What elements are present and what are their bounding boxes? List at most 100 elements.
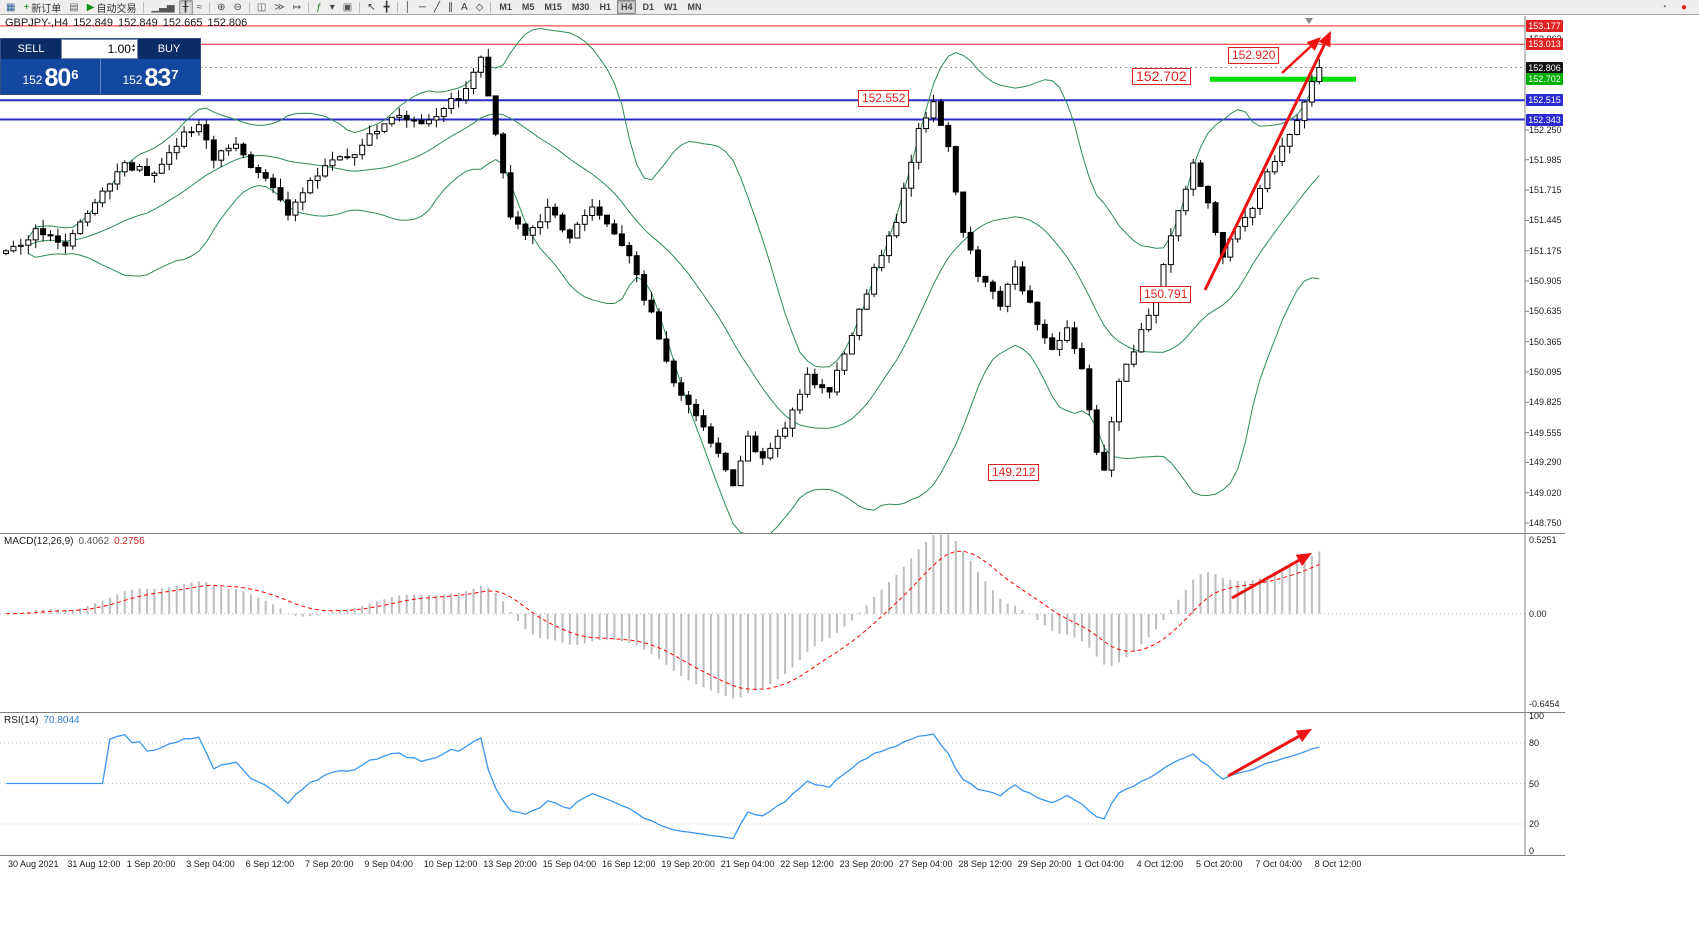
macd-signal-value: 0.2756	[114, 536, 145, 547]
new-order-button-icon: +	[23, 1, 30, 13]
macd-indicator-label: MACD(12,26,9) 0.4062 0.2756	[4, 536, 145, 547]
toolbar: ▦ + 新订单 ▤ ▶ 自动交易 ▁▃▅ ╂ ≈ ⊕ ⊖ ◫ ≫ ↦ ƒ ▾ ▣ ↖ ╋ │ ─ ╱ ∥ A ◇ M1 M5 M15 M…	[0, 0, 1699, 15]
time-label: 7 Sep 20:00	[305, 859, 354, 869]
trendline-button[interactable]: ╱	[430, 0, 444, 15]
rsi-value: 70.8044	[43, 715, 80, 726]
line-chart-button[interactable]: ≈	[193, 0, 207, 15]
price-tick: 149.555	[1529, 427, 1562, 438]
periods-button[interactable]: ▾	[326, 0, 339, 15]
price-tick: 151.445	[1529, 215, 1562, 226]
price-tick: 151.715	[1529, 185, 1562, 196]
main-chart-pane[interactable]	[0, 16, 1565, 533]
time-label: 22 Sep 12:00	[780, 859, 834, 869]
text-label-button[interactable]: A	[457, 0, 472, 15]
zoom-out-button[interactable]: ⊖	[229, 0, 245, 15]
time-label: 1 Sep 20:00	[126, 859, 176, 869]
rsi-pane[interactable]	[0, 712, 1565, 855]
new-chart-button[interactable]: ▦	[2, 0, 19, 15]
auto-scroll-button-icon: ≫	[274, 1, 285, 13]
macd-chart[interactable]	[0, 533, 1565, 712]
tile-windows-button[interactable]: ◫	[253, 0, 270, 15]
lot-size-field[interactable]: 1.00 ▴ ▾	[61, 39, 138, 59]
templates-button[interactable]: ▣	[339, 0, 356, 15]
auto-scroll-button[interactable]: ≫	[270, 0, 288, 15]
time-label: 15 Sep 04:00	[542, 859, 597, 869]
equidistant-channel-button-icon: ∥	[448, 1, 453, 13]
timeframe-w1-button[interactable]: W1	[663, 2, 678, 12]
timeframe-m1-button[interactable]: M1	[499, 2, 512, 12]
buy-price[interactable]: 152 83 7	[100, 59, 200, 94]
notifications-button[interactable]: ●	[1680, 1, 1687, 13]
price-callout: 152.920	[1228, 47, 1280, 64]
rsi-scale-label: 20	[1529, 819, 1540, 829]
price-tick: 150.635	[1529, 306, 1562, 317]
timeframe-mn-button[interactable]: MN	[687, 2, 702, 12]
time-label: 28 Sep 12:00	[958, 859, 1012, 869]
time-label: 16 Sep 12:00	[602, 859, 656, 869]
timeframe-m30-button[interactable]: M30	[571, 2, 590, 12]
sell-price[interactable]: 152 80 6	[1, 59, 100, 94]
lot-down-icon[interactable]: ▾	[131, 48, 135, 54]
zoom-in-button[interactable]: ⊕	[213, 0, 229, 15]
time-label: 7 Oct 04:00	[1255, 859, 1302, 869]
indicators-button[interactable]: ƒ	[312, 0, 326, 15]
timeframe-h1-button[interactable]: H1	[599, 2, 611, 12]
timeframe-m5-button[interactable]: M5	[521, 2, 535, 12]
macd-main-value: 0.4062	[78, 536, 110, 547]
lot-spinner[interactable]: ▴ ▾	[131, 43, 136, 54]
time-label: 31 Aug 12:00	[67, 859, 121, 869]
profiles-button[interactable]: ▤	[65, 0, 82, 15]
equidistant-channel-button[interactable]: ∥	[444, 0, 457, 15]
time-label: 21 Sep 04:00	[720, 859, 775, 869]
ohlc-open: 152.849	[73, 17, 113, 29]
time-label: 23 Sep 20:00	[839, 859, 894, 869]
crosshair-button[interactable]: ╋	[380, 0, 394, 15]
rsi-scale-label: 100	[1529, 711, 1545, 721]
rsi-chart[interactable]	[0, 712, 1565, 855]
time-label: 29 Sep 20:00	[1017, 859, 1072, 869]
new-order-button[interactable]: + 新订单	[19, 0, 65, 15]
line-chart-button-icon: ≈	[196, 1, 203, 13]
toolbar-separator	[308, 1, 310, 13]
candlestick-chart-button[interactable]: ╂	[178, 0, 193, 15]
vertical-line-button[interactable]: │	[401, 0, 415, 15]
bid-point: 6	[71, 67, 79, 82]
arrows-button[interactable]: ◇	[472, 0, 488, 15]
toolbar-separator	[143, 1, 145, 13]
chart-shift-button[interactable]: ↦	[289, 0, 305, 15]
toolbar-separator	[209, 1, 211, 13]
help-button[interactable]: ◔	[1660, 1, 1667, 13]
zoom-out-button-icon: ⊖	[233, 1, 242, 13]
price-callout: 152.552	[858, 90, 910, 107]
price-callout: 152.702	[1132, 68, 1191, 85]
rsi-scale-label: 50	[1529, 778, 1540, 789]
buy-button[interactable]: BUY	[138, 39, 200, 59]
horizontal-line-button[interactable]: ─	[415, 0, 430, 15]
arrows-button-icon: ◇	[475, 1, 484, 13]
macd-pane[interactable]	[0, 533, 1565, 712]
timeframe-d1-button[interactable]: D1	[642, 2, 654, 12]
autotrading-button-label: 自动交易	[96, 3, 137, 15]
cursor-button[interactable]: ↖	[363, 0, 379, 15]
candlestick-chart[interactable]	[0, 16, 1565, 533]
time-label: 8 Oct 12:00	[1314, 859, 1362, 869]
timeframe-h4-button[interactable]: H4	[616, 0, 637, 14]
bar-chart-button[interactable]: ▁▃▅	[147, 0, 178, 15]
toolbar-separator	[396, 1, 398, 13]
timeframe-m15-button[interactable]: M15	[544, 2, 562, 12]
autotrading-button[interactable]: ▶ 自动交易	[83, 0, 141, 15]
time-label: 10 Sep 12:00	[423, 859, 478, 869]
one-click-trading-panel: SELL 1.00 ▴ ▾ BUY 152 80 6 152 83 7	[0, 38, 201, 95]
templates-button-icon: ▣	[342, 1, 353, 13]
toolbar-right-icons: ◔ ●	[1657, 0, 1697, 15]
sell-button[interactable]: SELL	[1, 39, 61, 59]
ask-pips: 83	[144, 64, 171, 92]
time-label: 4 Oct 12:00	[1136, 859, 1184, 869]
time-axis[interactable]: 30 Aug 2021 31 Aug 12:00 1 Sep 20:00 3 Sep …	[0, 855, 1565, 872]
time-label: 13 Sep 20:00	[483, 859, 537, 869]
price-line-label: 153.177	[1526, 19, 1563, 32]
time-label: 27 Sep 04:00	[899, 859, 953, 869]
macd-name: MACD(12,26,9)	[4, 536, 74, 547]
cursor-button-icon: ↖	[367, 1, 376, 13]
lot-up-icon[interactable]: ▴	[131, 43, 135, 49]
